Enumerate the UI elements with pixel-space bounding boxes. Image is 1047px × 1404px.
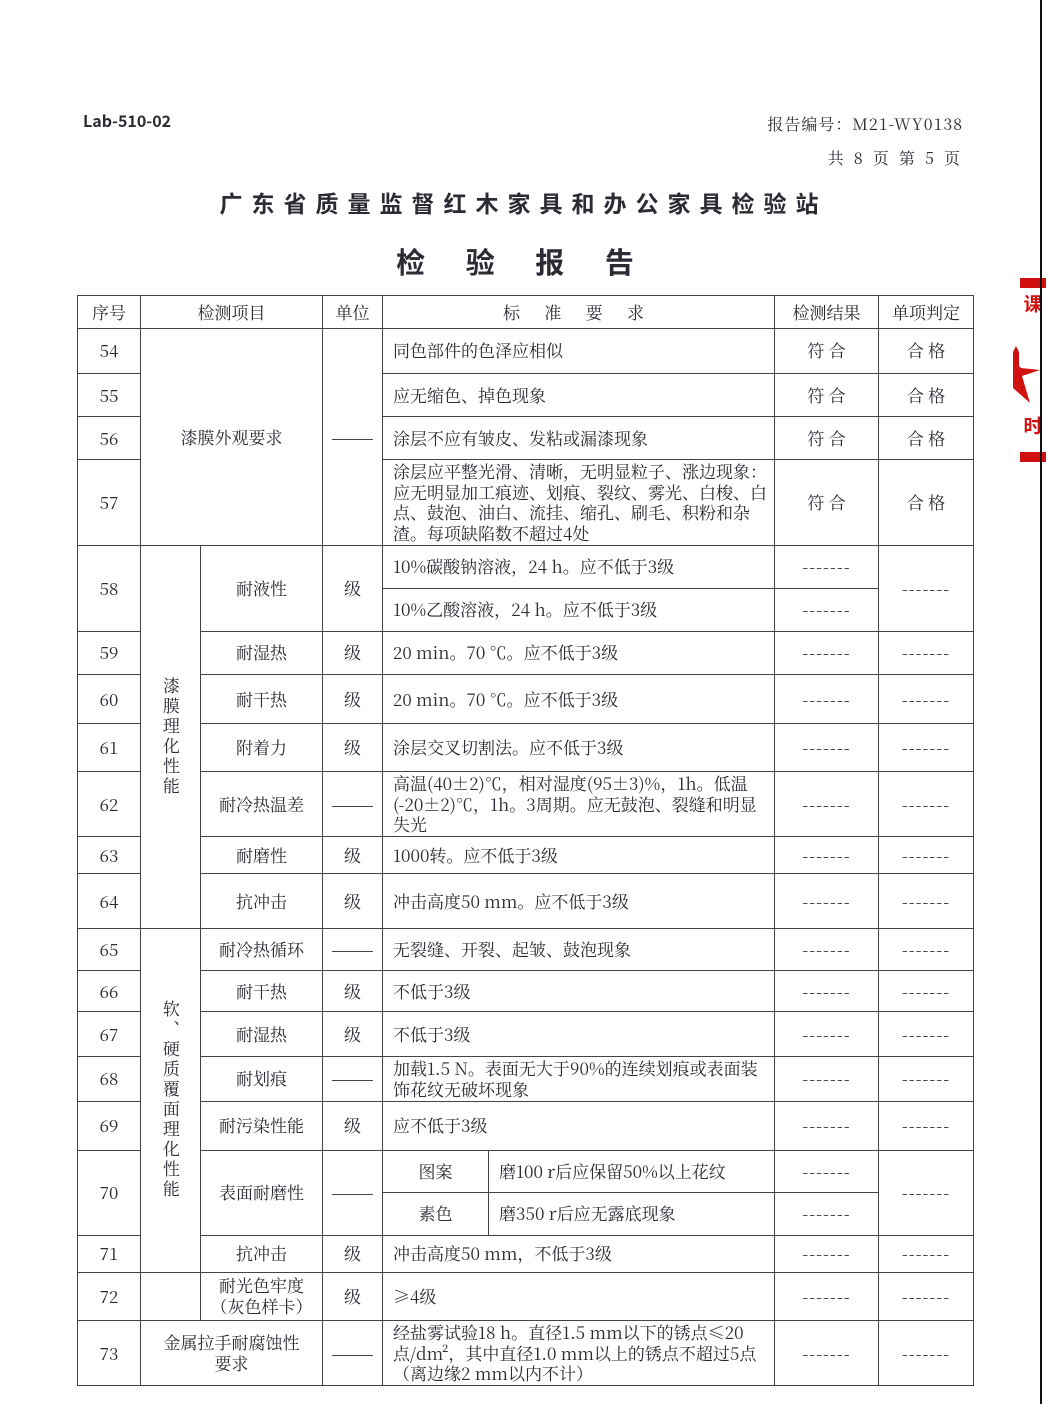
svg-text:课: 课 bbox=[1020, 294, 1047, 313]
svg-text:时: 时 bbox=[1020, 416, 1047, 435]
